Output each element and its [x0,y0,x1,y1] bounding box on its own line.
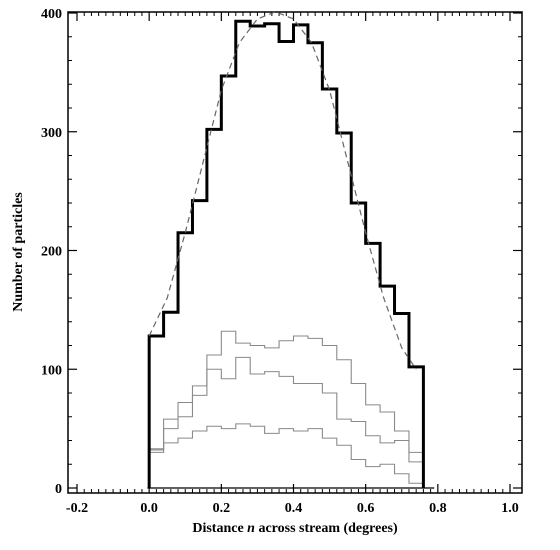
x-axis-label-prefix: Distance [192,521,247,536]
y-tick-label: 400 [41,7,62,22]
x-tick-label: 0.2 [213,501,231,516]
x-axis-ticks: -0.2 0.0 0.2 0.4 0.6 0.8 1.0 [66,12,519,516]
x-axis-label: Distance n across stream (degrees) [192,521,398,536]
y-tick-label: 0 [55,482,62,497]
plot-frame [67,11,523,494]
y-axis-label: Number of particles [11,192,26,312]
y-tick-label: 200 [41,245,62,260]
x-axis-label-variable: n [247,521,255,536]
x-axis-label-suffix: across stream (degrees) [255,521,398,536]
histogram-series-subset [148,356,424,488]
y-axis-ticks: 0 100 200 300 400 [41,7,522,497]
x-tick-label: 0.6 [357,501,375,516]
series-layer [147,19,435,489]
x-tick-label: 0.0 [140,501,158,516]
x-tick-label: 1.0 [501,501,519,516]
x-tick-label: -0.2 [66,501,88,516]
y-tick-label: 300 [41,126,62,141]
y-tick-label: 100 [41,363,62,378]
histogram-series-subset [148,423,424,488]
x-tick-label: 0.4 [285,501,303,516]
x-tick-label: 0.8 [429,501,447,516]
gaussian-fit-curve [148,11,417,370]
histogram-series-subset [148,330,424,488]
histogram-series-total [147,19,425,488]
